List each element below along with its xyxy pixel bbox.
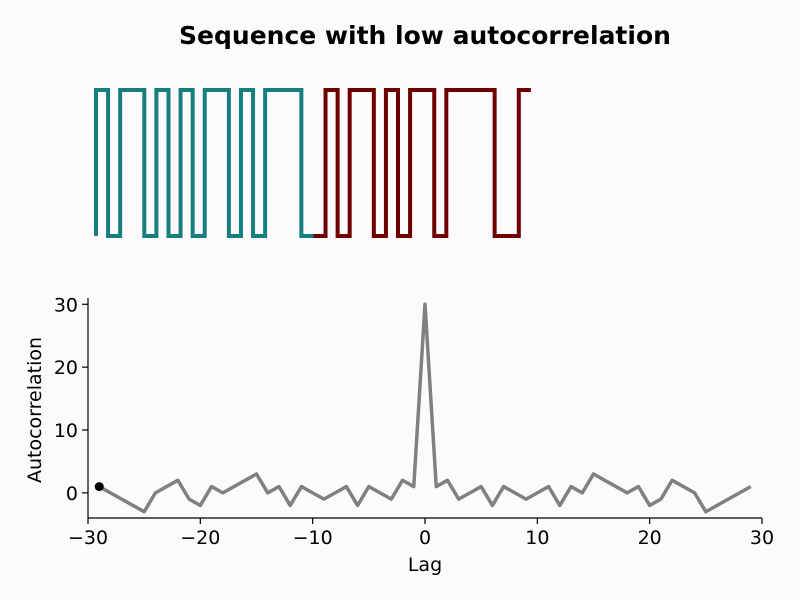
x-tick-label: −20 [180,527,220,549]
ticks: −30 −20 −10 0 10 20 30 0 10 20 30 [54,294,774,549]
y-axis-label: Autocorrelation [24,337,46,483]
x-tick-label: 30 [750,527,774,549]
sequence-second-half [313,88,531,238]
y-tick-label: 30 [54,294,78,316]
autocorrelation-line [98,302,752,514]
x-tick-label: 10 [525,527,549,549]
x-tick-label: 20 [638,527,662,549]
sequence-waveform [94,88,531,238]
x-tick-label: 0 [419,527,431,549]
current-lag-marker [94,482,104,492]
x-tick-label: −30 [68,527,108,549]
y-tick-label: 10 [54,420,78,442]
autocorrelation-plot: −30 −20 −10 0 10 20 30 0 10 20 30 Lag Autocorrelat… [24,294,774,576]
sequence-first-half [94,88,314,238]
y-tick-label: 0 [66,483,78,505]
data-series [94,302,752,514]
y-tick-label: 20 [54,357,78,379]
x-tick-label: −10 [293,527,333,549]
x-axis-label: Lag [408,554,442,576]
chart-title: Sequence with low autocorrelation [179,21,671,50]
